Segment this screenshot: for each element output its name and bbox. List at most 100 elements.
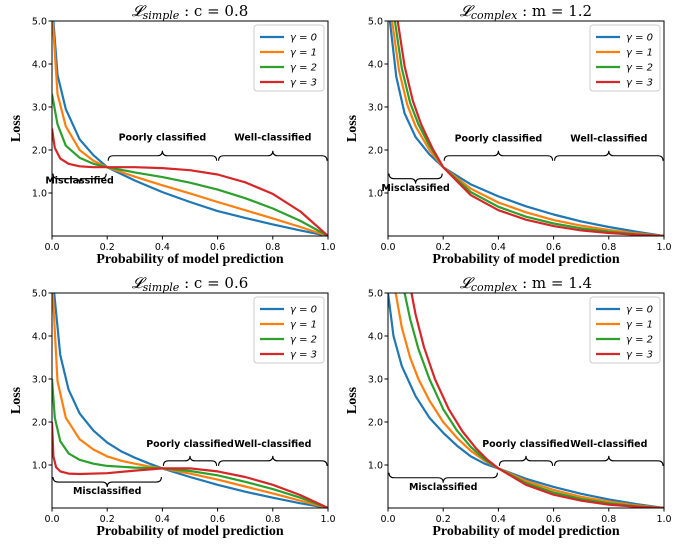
y-tick-label: 4.0 xyxy=(368,60,383,71)
region-brace xyxy=(388,472,498,483)
series-line-gamma-0 xyxy=(53,293,328,508)
y-axis-label: Loss xyxy=(345,114,360,142)
x-tick-label: 1.0 xyxy=(320,514,335,525)
x-tick-label: 0.6 xyxy=(546,242,561,253)
legend-label: γ = 3 xyxy=(626,78,653,89)
region-label: Poorly classified xyxy=(146,439,234,450)
region-label: Misclassified xyxy=(45,176,114,187)
region-label: Well-classified xyxy=(570,439,647,450)
legend-label: γ = 2 xyxy=(626,335,653,346)
legend-box xyxy=(253,296,325,364)
legend-box xyxy=(253,24,325,92)
legend: γ = 0 γ = 1 γ = 2 γ = 3 xyxy=(589,24,661,92)
legend-label: γ = 3 xyxy=(626,350,653,361)
legend-box xyxy=(589,296,661,364)
region-label: Poorly classified xyxy=(455,133,543,144)
series-line-gamma-3 xyxy=(396,21,664,236)
legend-label: γ = 0 xyxy=(290,33,317,44)
legend-box xyxy=(589,24,661,92)
chart-panel-simple-c06: 𝓛simple : c = 0.6 Misclassified Poorly cla… xyxy=(9,274,336,539)
x-tick-label: 0.0 xyxy=(380,514,395,525)
legend-label: γ = 2 xyxy=(290,63,317,74)
y-axis-label: Loss xyxy=(9,386,24,414)
series-line-gamma-1 xyxy=(52,293,328,508)
series-line-gamma-2 xyxy=(403,293,664,508)
x-axis-label: Probability of model prediction xyxy=(432,252,620,267)
y-tick-label: 2.0 xyxy=(368,418,383,429)
legend-label: γ = 2 xyxy=(290,335,317,346)
region-brace xyxy=(218,455,328,466)
legend: γ = 0 γ = 1 γ = 2 γ = 3 xyxy=(253,24,325,92)
x-axis-label: Probability of model prediction xyxy=(432,524,620,539)
legend-label: γ = 2 xyxy=(626,63,653,74)
region-label: Misclassified xyxy=(409,482,478,493)
y-tick-label: 4.0 xyxy=(32,60,47,71)
series-line-gamma-1 xyxy=(52,21,328,236)
y-tick-label: 3.0 xyxy=(32,375,47,386)
series-line-gamma-2 xyxy=(52,93,328,236)
series-line-gamma-1 xyxy=(394,293,664,508)
region-brace xyxy=(107,150,218,161)
chart-panel-complex-m14: 𝓛complex : m = 1.4 Misclassified Poorly cl… xyxy=(345,274,672,539)
series-line-gamma-3 xyxy=(52,421,328,508)
chart-title: 𝓛simple : c = 0.6 xyxy=(132,274,249,294)
legend-label: γ = 1 xyxy=(626,48,653,59)
legend-label: γ = 0 xyxy=(626,33,653,44)
x-tick-label: 0.0 xyxy=(44,242,59,253)
y-tick-label: 3.0 xyxy=(368,103,383,114)
y-tick-label: 3.0 xyxy=(32,103,47,114)
y-tick-label: 1.0 xyxy=(32,461,47,472)
x-tick-label: 1.0 xyxy=(656,514,671,525)
y-tick-label: 5.0 xyxy=(32,17,47,28)
axes-frame xyxy=(51,20,329,237)
legend-label: γ = 0 xyxy=(626,305,653,316)
legend-label: γ = 0 xyxy=(290,305,317,316)
series-line-gamma-0 xyxy=(388,293,664,508)
x-tick-label: 0.4 xyxy=(155,514,170,525)
region-label: Well-classified xyxy=(570,133,647,144)
x-tick-label: 0.6 xyxy=(210,242,225,253)
region-label: Poorly classified xyxy=(119,133,207,144)
y-tick-label: 4.0 xyxy=(368,332,383,343)
y-axis-label: Loss xyxy=(345,386,360,414)
region-brace xyxy=(554,455,664,466)
y-tick-label: 2.0 xyxy=(32,418,47,429)
legend-label: γ = 1 xyxy=(290,320,317,331)
y-tick-label: 5.0 xyxy=(368,289,383,300)
x-tick-label: 0.2 xyxy=(100,514,115,525)
region-label: Well-classified xyxy=(234,439,311,450)
x-tick-label: 0.8 xyxy=(265,242,280,253)
series-line-gamma-2 xyxy=(52,378,328,508)
axes-frame xyxy=(387,20,665,237)
y-tick-label: 3.0 xyxy=(368,375,383,386)
region-brace xyxy=(498,455,554,466)
x-tick-label: 0.0 xyxy=(380,242,395,253)
y-tick-label: 2.0 xyxy=(368,146,383,157)
x-tick-label: 1.0 xyxy=(656,242,671,253)
legend: γ = 0 γ = 1 γ = 2 γ = 3 xyxy=(253,296,325,364)
y-tick-label: 1.0 xyxy=(32,189,47,200)
x-tick-label: 0.6 xyxy=(546,514,561,525)
x-tick-label: 0.4 xyxy=(491,514,506,525)
series-line-gamma-0 xyxy=(388,21,664,236)
x-tick-label: 0.4 xyxy=(155,242,170,253)
y-axis-label: Loss xyxy=(9,114,24,142)
x-tick-label: 0.8 xyxy=(601,514,616,525)
chart-title: 𝓛complex : m = 1.2 xyxy=(460,2,592,22)
series-line-gamma-3 xyxy=(52,128,328,236)
chart-title: 𝓛complex : m = 1.4 xyxy=(460,274,592,294)
legend-label: γ = 1 xyxy=(290,48,317,59)
x-tick-label: 0.6 xyxy=(210,514,225,525)
region-brace xyxy=(218,150,328,161)
x-tick-label: 0.4 xyxy=(491,242,506,253)
region-label: Misclassified xyxy=(73,486,142,497)
x-tick-label: 0.2 xyxy=(436,242,451,253)
legend: γ = 0 γ = 1 γ = 2 γ = 3 xyxy=(589,296,661,364)
series-group xyxy=(52,21,328,236)
y-tick-label: 2.0 xyxy=(32,146,47,157)
x-tick-label: 0.2 xyxy=(436,514,451,525)
region-brace xyxy=(443,150,554,161)
legend-label: γ = 1 xyxy=(626,320,653,331)
series-group xyxy=(52,293,328,508)
x-axis-label: Probability of model prediction xyxy=(96,524,284,539)
